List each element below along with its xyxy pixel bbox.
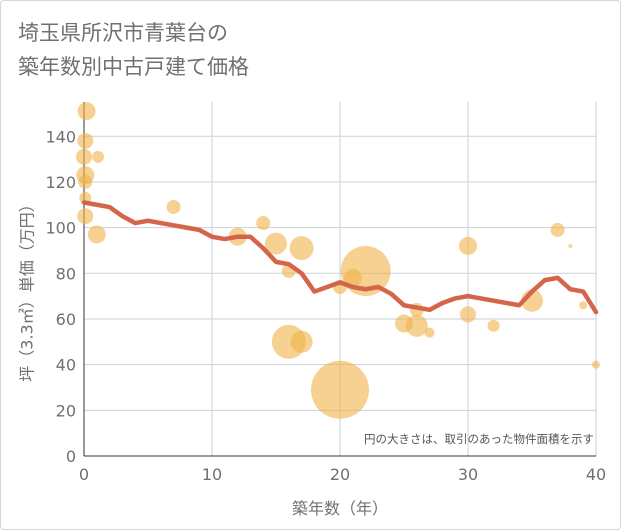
trend-line — [81, 200, 599, 315]
bubble-point — [340, 246, 391, 297]
bubble-point — [405, 314, 428, 337]
grid-lines — [84, 102, 597, 456]
bubble-point — [550, 222, 565, 237]
bubble-point — [459, 236, 477, 255]
trend-series — [81, 200, 599, 315]
y-tick-label: 120 — [45, 173, 76, 192]
y-tick-label: 80 — [56, 264, 76, 283]
chart-title: 埼玉県所沢市青葉台の 築年数別中古戸建て価格 — [18, 16, 249, 84]
y-tick-label: 100 — [45, 219, 76, 238]
bubble-series — [76, 102, 600, 419]
bubble-point — [166, 200, 181, 215]
bubble-point — [487, 319, 500, 332]
bubble-point — [289, 236, 314, 261]
bubble-point — [92, 150, 105, 163]
bubble-point — [265, 232, 287, 255]
bubble-point — [424, 327, 435, 338]
bubble-size-note: 円の大きさは、取引のあった物件面積を示す — [364, 432, 594, 446]
y-tick-label: 0 — [66, 447, 76, 466]
x-tick-label: 0 — [79, 465, 89, 484]
x-tick-label: 40 — [586, 465, 606, 484]
y-tick-label: 40 — [56, 356, 76, 375]
x-axis-label: 築年数（年） — [292, 499, 388, 518]
bubble-point — [87, 225, 106, 244]
y-axis-label: 坪（3.3㎡）単価（万円） — [18, 196, 37, 381]
bubble-point — [460, 306, 476, 323]
bubble-point — [592, 360, 600, 369]
chart-title-line-1: 埼玉県所沢市青葉台の — [18, 21, 228, 45]
bubble-point — [568, 243, 573, 248]
bubble-point — [290, 330, 313, 353]
y-tick-label: 20 — [56, 401, 76, 420]
bubble-point — [579, 301, 588, 310]
bubble-point — [79, 191, 92, 204]
bubble-point — [78, 174, 93, 189]
x-tick-label: 30 — [458, 465, 478, 484]
bubble-point — [77, 132, 94, 149]
bubble-point — [77, 208, 94, 225]
bubble-point — [77, 102, 96, 121]
y-tick-label: 60 — [56, 310, 76, 329]
y-tick-label: 140 — [45, 127, 76, 146]
tick-labels: 0 10 20 30 40 0 20 40 60 80 100 120 140 — [45, 127, 606, 484]
chart-title-line-2: 築年数別中古戸建て価格 — [18, 55, 249, 79]
x-tick-label: 20 — [330, 465, 350, 484]
bubble-point — [311, 360, 369, 419]
bubble-point — [76, 148, 92, 165]
x-tick-label: 10 — [202, 465, 222, 484]
bubble-point — [256, 216, 271, 231]
